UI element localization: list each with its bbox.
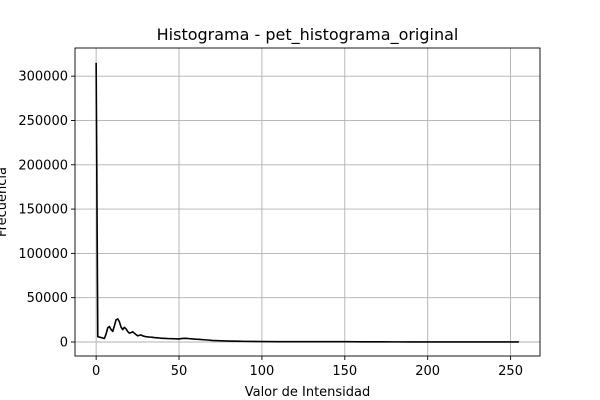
x-tick-label: 200 [415,364,440,379]
x-tick-label: 250 [498,364,523,379]
y-tick-label: 0 [60,336,68,351]
y-axis-ticks: 0 50000 100000 150000 200000 250000 300000 [18,70,75,351]
x-tick-label: 100 [249,364,274,379]
plot-area [75,48,540,356]
histogram-line [95,62,519,343]
x-tick-label: 0 [92,364,100,379]
x-axis-ticks: 0 50 100 150 200 250 [92,356,523,379]
grid-layer [75,48,540,356]
y-axis-label: Frecuencia [0,167,10,237]
y-tick-label: 250000 [18,114,68,129]
y-tick-label: 100000 [18,247,68,262]
y-tick-label: 150000 [18,203,68,218]
x-tick-label: 150 [332,364,357,379]
chart-title: Histograma - pet_histograma_original [157,25,459,45]
series-layer [95,62,519,343]
y-tick-label: 300000 [18,70,68,85]
y-tick-label: 200000 [18,158,68,173]
x-axis-label: Valor de Intensidad [245,385,371,400]
axes-frame [74,47,541,357]
x-tick-label: 50 [171,364,188,379]
y-tick-label: 50000 [27,291,68,306]
